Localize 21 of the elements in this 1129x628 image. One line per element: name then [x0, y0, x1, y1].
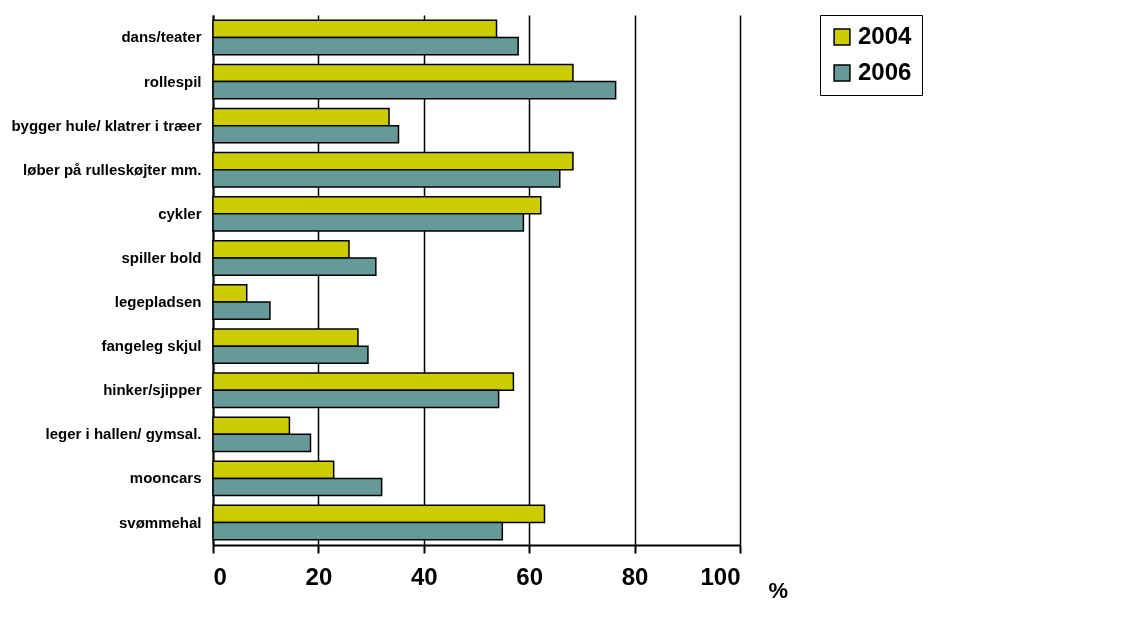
y-tick-label: hinker/sjipper: [103, 381, 202, 399]
y-tick-label: legepladsen: [114, 293, 202, 311]
x-tick-label: 60: [516, 562, 544, 590]
y-tick-label: svømmehal: [118, 513, 202, 531]
y-tick-label: cykler: [158, 204, 202, 222]
y-tick-label: leger i hallen/ gymsal.: [45, 425, 202, 443]
legend-label: 2006: [858, 58, 912, 85]
y-tick-label: løber på rulleskøjter mm.: [23, 160, 202, 178]
x-tick-label: 100: [700, 562, 741, 590]
y-tick-label: rollespil: [143, 72, 202, 90]
y-tick-label: fangeleg skjul: [101, 337, 202, 355]
legend-label: 2004: [858, 22, 913, 49]
x-tick-label: 20: [305, 562, 333, 590]
y-tick-label: mooncars: [129, 469, 202, 487]
y-tick-label: spiller bold: [121, 248, 202, 266]
y-tick-label: bygger hule/ klatrer i træer: [11, 116, 202, 134]
x-tick-label: 80: [621, 562, 649, 590]
x-axis-title: %: [768, 577, 789, 603]
x-tick-label: 0: [213, 562, 227, 590]
y-tick-label: dans/teater: [121, 28, 202, 46]
x-tick-label: 40: [410, 562, 438, 590]
